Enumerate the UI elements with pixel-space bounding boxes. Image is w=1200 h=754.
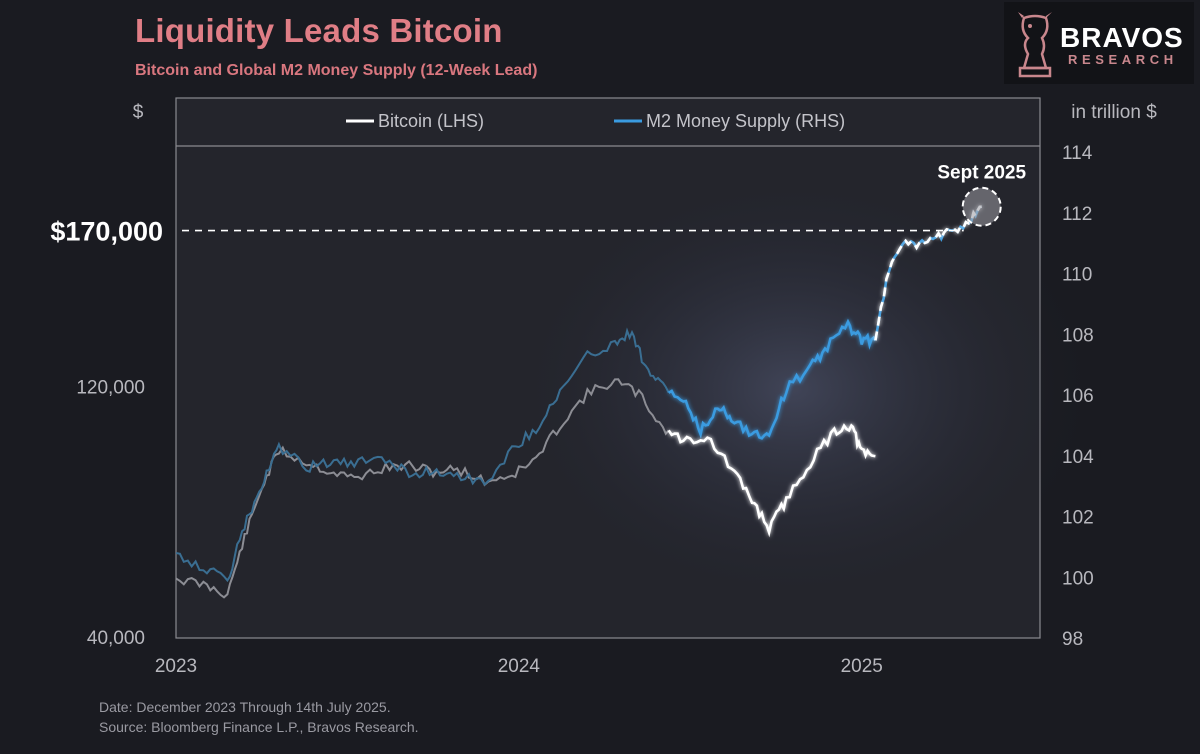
legend: Bitcoin (LHS) M2 Money Supply (RHS) [346,111,845,131]
right-axis: in trillion $ 98 100 102 104 106 108 110 112 114 [1062,102,1157,650]
x-tick-label: 2023 [155,656,197,677]
bull-knight-icon [1018,12,1052,78]
legend-label-m2: M2 Money Supply (RHS) [646,111,845,131]
brand-name: BRAVOS [1060,22,1184,53]
right-tick-label: 106 [1062,386,1094,407]
m2-line-history [176,327,670,583]
source-note: Source: Bloomberg Finance L.P., Bravos R… [99,719,419,735]
footer-notes: Date: December 2023 Through 14th July 20… [99,697,419,737]
right-tick-label: 110 [1062,265,1092,286]
right-tick-label: 100 [1062,568,1094,589]
left-axis: $40,000 120,000 [76,102,145,649]
date-note: Date: December 2023 Through 14th July 20… [99,699,391,715]
right-axis-unit: in trillion $ [1071,102,1157,123]
series-group [176,205,982,599]
right-tick-label: 112 [1062,204,1092,225]
m2-projection-dashed [874,205,982,341]
brand-logo: BRAVOS RESEARCH [1004,2,1194,84]
target-date-label: Sept 2025 [937,163,1026,184]
x-axis: 2023 2024 2025 [155,656,883,677]
annotations: $170,000 Sept 2025 [50,163,1026,247]
chart-subtitle: Bitcoin and Global M2 Money Supply (12-W… [135,62,538,79]
chart-title: Liquidity Leads Bitcoin [135,12,503,49]
left-tick-label: 120,000 [76,377,145,398]
brand-subtitle: RESEARCH [1068,52,1178,67]
plot-area [175,97,1094,639]
right-tick-label: 102 [1062,508,1094,529]
left-axis-unit: $ [133,102,144,123]
right-tick-label: 108 [1062,325,1094,346]
left-tick-label: 40,000 [87,628,145,649]
m2-line-recent [668,318,877,440]
right-tick-label: 104 [1062,447,1094,468]
x-tick-label: 2025 [841,656,883,677]
right-tick-label: 114 [1062,143,1093,164]
legend-label-bitcoin: Bitcoin (LHS) [378,111,484,131]
target-price-label: $170,000 [50,217,163,247]
target-marker [961,186,1002,227]
right-tick-label: 98 [1062,629,1083,650]
bitcoin-line-history [176,378,670,599]
x-tick-label: 2024 [498,656,541,677]
bitcoin-line-recent [667,423,876,538]
highlight-glow [493,158,1094,619]
